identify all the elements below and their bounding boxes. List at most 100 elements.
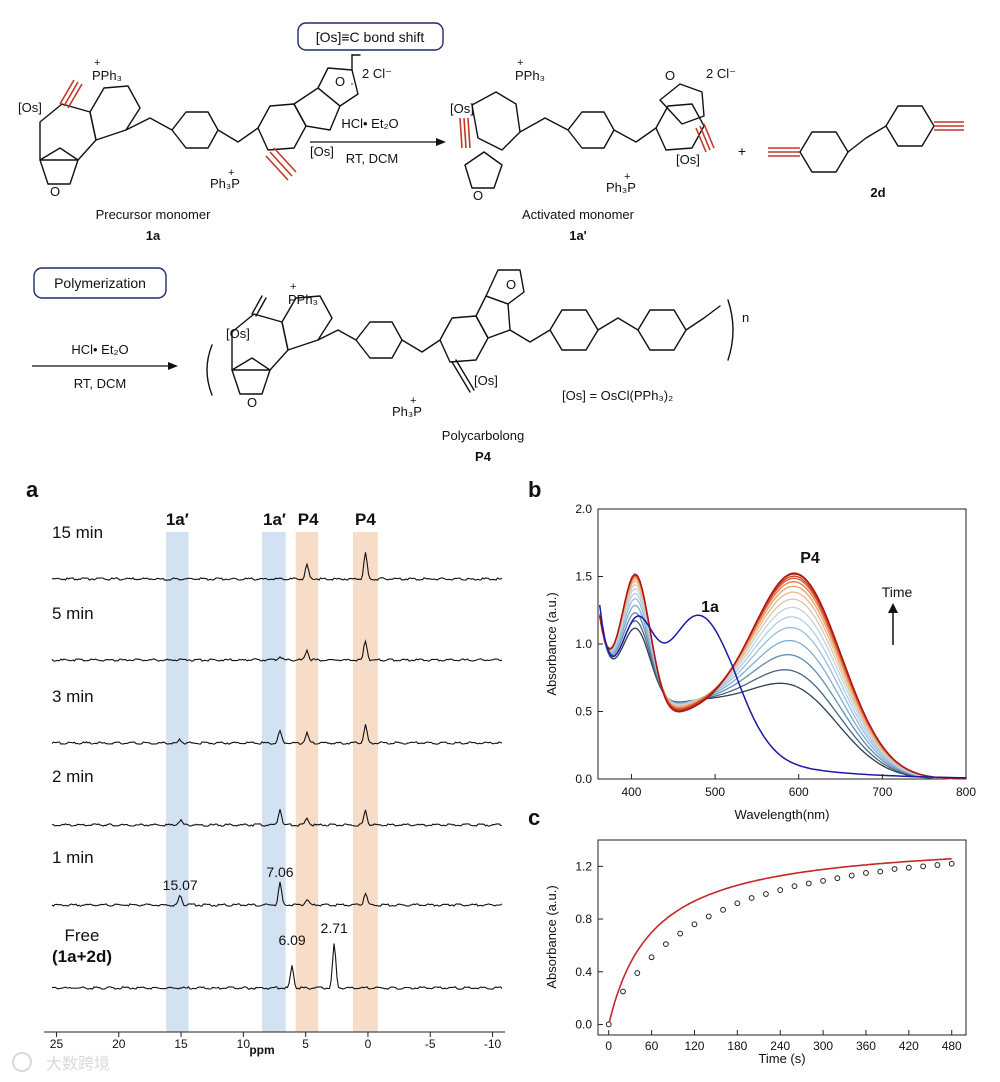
kinetics-data-point (777, 887, 784, 893)
svg-text:[Os]: [Os] (450, 101, 474, 116)
uv-y-tick-label: 1.0 (575, 637, 592, 651)
highlight-band (262, 532, 286, 1032)
plus-sign: + (738, 143, 746, 159)
nmr-x-tick-label: 25 (50, 1037, 64, 1051)
svg-text:Ph₃P: Ph₃P (392, 404, 422, 419)
free-label-line2: (1a+2d) (52, 947, 112, 966)
kinetics-data-point (891, 866, 898, 872)
uv-p4-trace (599, 597, 967, 780)
kinetics-data-point (648, 954, 655, 961)
precursor-structure: O [Os] PPh₃ + Ph₃P + [Os] O (18, 54, 392, 199)
uv-x-tick-label: 500 (705, 785, 725, 799)
uvvis-panel: b 400 500 600 700 800 0.0 0.5 1.0 1.5 2.0 Wavelen… (528, 477, 976, 822)
svg-text:+: + (94, 57, 100, 69)
highlight-band (295, 532, 319, 1032)
nmr-peak-annotation: 6.09 (278, 932, 305, 948)
nmr-peak-annotation: 2.71 (321, 920, 348, 936)
kinetics-data-point (848, 872, 855, 879)
polymer-structure: O [Os] PPh₃ + Ph₃P + O [Os] (206, 269, 734, 419)
kinetics-x-tick-label: 60 (645, 1039, 659, 1053)
uv-1a-trace (598, 604, 966, 779)
bond-shift-label: [Os]≡C bond shift (316, 29, 425, 45)
nmr-peak-annotation: 7.06 (266, 864, 293, 880)
uv-p4-trace (599, 577, 966, 780)
nmr-column-label: P4 (298, 510, 319, 529)
svg-text:+: + (517, 57, 523, 69)
kinetics-panel: c 0 60 120 180 240 300 360 420 480 0.0 0.4 0.8 1.2 T… (528, 805, 967, 1066)
nmr-trace-label: 3 min (52, 687, 94, 706)
uv-x-tick-label: 700 (872, 785, 892, 799)
nmr-x-tick-label: 20 (112, 1037, 126, 1051)
kinetics-fit-line (607, 858, 952, 1025)
nmr-column-label: P4 (355, 510, 376, 529)
kinetics-y-tick-label: 0.8 (575, 912, 592, 926)
uv-p4-trace (599, 592, 967, 780)
panel-label-b: b (528, 477, 541, 502)
linker-id: 2d (870, 185, 885, 200)
highlight-band (352, 532, 378, 1032)
kinetics-y-tick-label: 1.2 (575, 859, 592, 873)
kinetics-data-point (677, 930, 684, 937)
uv-p4-trace (599, 574, 966, 780)
kinetics-data-point (805, 880, 812, 887)
uv-xlabel: Wavelength(nm) (735, 807, 830, 822)
kinetics-data-point (748, 895, 755, 901)
uv-y-tick-label: 0.5 (575, 705, 592, 719)
uv-p4-trace (599, 613, 966, 780)
nmr-trace (51, 943, 503, 990)
svg-text:PPh₃: PPh₃ (288, 292, 318, 307)
kinetics-data-point (863, 870, 869, 876)
scheme-row-2: Polymerization HCl• Et₂O RT, DCM O [Os] … (32, 267, 749, 464)
nmr-x-tick-label: 15 (174, 1037, 188, 1051)
uv-label-p4: P4 (800, 550, 820, 567)
svg-text:O: O (335, 74, 345, 89)
kinetics-data-point (720, 906, 726, 913)
watermark-logo-icon (12, 1052, 32, 1072)
os-definition: [Os] = OsCl(PPh₃)₂ (562, 388, 673, 403)
svg-text:Ph₃P: Ph₃P (210, 176, 240, 191)
svg-text:Ph₃P: Ph₃P (606, 180, 636, 195)
polymer-id: P4 (475, 449, 492, 464)
nmr-trace-label: 2 min (52, 767, 94, 786)
svg-text:O: O (247, 395, 257, 410)
uv-p4-trace (599, 583, 966, 780)
svg-text:+: + (624, 171, 630, 183)
kinetics-data-point (791, 883, 798, 890)
svg-text:[Os]: [Os] (310, 144, 334, 159)
svg-text:[Os]: [Os] (676, 152, 700, 167)
nmr-panel: a 1a′ 1a′ P4 P4 15 min 5 min 3 min 2 min 1 min 1… (26, 477, 505, 1057)
nmr-trace-label: 1 min (52, 848, 94, 867)
svg-text:[Os]: [Os] (474, 373, 498, 388)
nmr-trace (51, 552, 503, 581)
nmr-trace-label: 5 min (52, 604, 94, 623)
svg-text:+: + (228, 167, 234, 179)
kinetics-x-tick-label: 120 (684, 1039, 704, 1053)
uv-y-tick-label: 1.5 (575, 570, 592, 584)
kinetics-data-point (662, 941, 669, 947)
watermark: 大数跨境 (12, 1052, 110, 1073)
kinetics-data-point (620, 988, 626, 995)
activated-name: Activated monomer (522, 207, 635, 222)
uv-p4-trace (599, 611, 966, 780)
polymerization-box (33, 267, 167, 299)
linker-structure (768, 105, 964, 173)
nmr-peak-annotation: 15.07 (163, 877, 198, 893)
kinetics-data-point (920, 863, 927, 870)
reagent-1: HCl• Et₂O (341, 116, 398, 131)
uv-p4-trace (599, 573, 966, 780)
kinetics-x-tick-label: 420 (899, 1039, 919, 1053)
os-label: [Os] (18, 100, 42, 115)
kinetics-x-tick-label: 180 (727, 1039, 747, 1053)
oxygen-label: O (50, 184, 60, 199)
kinetics-plot-frame (597, 839, 967, 1036)
kinetics-y-tick-label: 0.4 (575, 965, 592, 979)
kinetics-data-point (905, 864, 912, 871)
nmr-trace-label: 15 min (52, 523, 103, 542)
kinetics-y-tick-label: 0.0 (575, 1017, 592, 1031)
kinetics-data-point (705, 913, 712, 920)
activated-id: 1a' (569, 228, 587, 243)
kinetics-data-point (948, 860, 955, 867)
precursor-id: 1a (146, 228, 161, 243)
uv-x-tick-label: 800 (956, 785, 976, 799)
uv-p4-trace (599, 572, 966, 780)
